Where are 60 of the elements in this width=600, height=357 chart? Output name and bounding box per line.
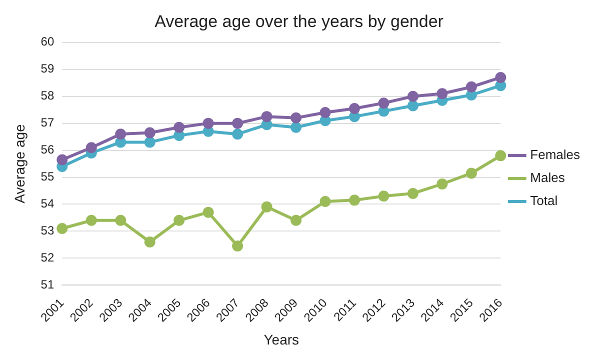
point [320,196,331,208]
point [232,118,244,129]
y-tick-label: 56 [40,142,54,157]
point [378,106,390,117]
point [495,72,506,83]
point [378,98,390,109]
point [261,111,272,122]
point [202,118,214,129]
point [378,190,390,202]
point [232,128,244,140]
y-tick-label: 57 [40,116,54,130]
point [348,194,360,206]
point [436,178,448,190]
point [144,127,156,138]
point [436,88,448,100]
point [290,122,302,133]
point [144,136,156,148]
y-tick-label: 54 [40,196,54,211]
point [174,214,185,226]
point [232,240,244,252]
point [115,214,126,226]
y-tick-label: 52 [40,250,54,264]
point [86,142,97,154]
point [290,214,302,226]
point [290,112,302,124]
legend-label: Total [530,193,558,208]
y-tick-label: 58 [40,88,54,103]
point [56,154,68,166]
point [348,102,360,114]
point [320,115,331,126]
point [348,111,360,122]
point [86,214,97,226]
point [320,107,331,118]
point [115,136,126,148]
y-tick-label: 53 [40,224,54,238]
y-tick-label: 59 [40,62,54,76]
point [174,130,185,141]
point [174,122,185,133]
point [115,128,126,140]
point [407,100,418,112]
y-axis-title: Average age [11,124,28,204]
point [261,119,272,130]
point [466,168,477,179]
y-tick-label: 51 [40,277,54,292]
point [495,150,506,162]
point [202,126,214,137]
y-tick-label: 55 [40,170,54,184]
point [202,206,214,218]
x-axis-title: Years [264,331,300,348]
point [466,81,477,92]
point [261,201,272,212]
chart-title: Average age over the years by gender [154,12,444,31]
y-tick-label: 60 [40,34,54,49]
point [56,223,68,234]
legend-label: Males [530,170,566,186]
point [495,80,506,92]
point [407,188,418,199]
legend-label: Females [530,147,580,162]
point [144,236,156,248]
point [407,90,418,102]
